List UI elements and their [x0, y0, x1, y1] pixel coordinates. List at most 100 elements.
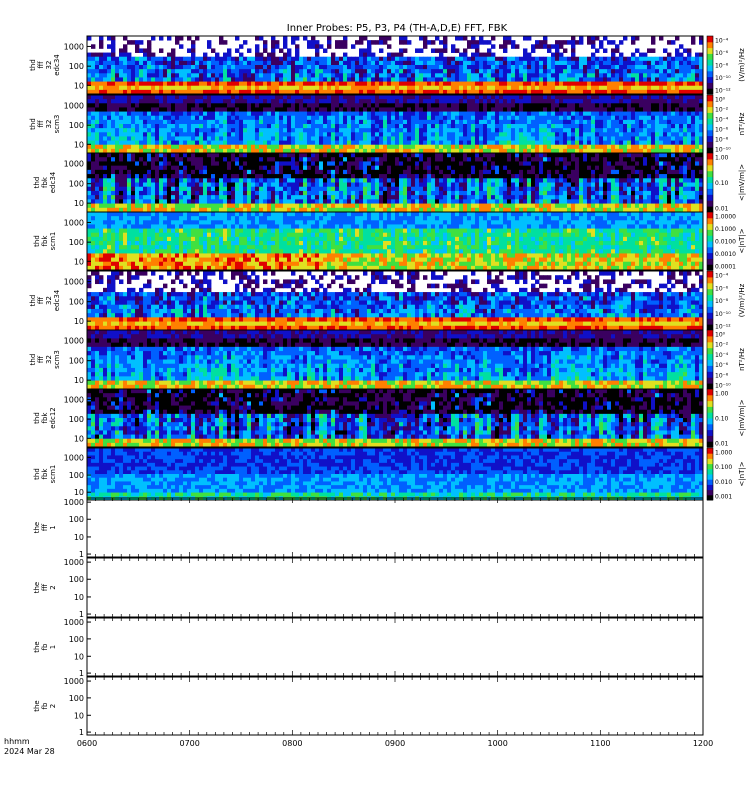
- x-tick-label: 1000: [487, 739, 507, 748]
- panel-ylabel-line: the: [33, 582, 41, 594]
- panel-ylabel-line: thd: [29, 295, 37, 307]
- panel-11-frame: [87, 618, 703, 676]
- colorbar-label: <|nT|>: [738, 228, 746, 253]
- panel-ylabel-line: fb: [41, 702, 49, 709]
- colorbar-tick-label: 1.00: [715, 391, 729, 398]
- panel-ylabel-line: thd: [29, 59, 37, 71]
- panel-ylabel-line: scm1: [49, 465, 57, 484]
- panel-9-ytick-label: 100: [69, 515, 84, 524]
- panel-ylabel-line: the: [33, 522, 41, 534]
- date-label: 2024 Mar 28: [4, 747, 55, 756]
- colorbar-tick-label: 1.000: [715, 450, 732, 457]
- panel-8-ytick-label: 10: [74, 488, 84, 497]
- panel-12-ytick-label: 1: [79, 728, 84, 737]
- panel-ylabel-line: fff: [41, 583, 49, 591]
- panel-6-heatmap: [87, 330, 703, 389]
- panel-12-ytick-label: 100: [69, 694, 84, 703]
- panel-5-ytick-label: 10: [74, 317, 84, 326]
- panel-3-ytick-label: 100: [69, 180, 84, 189]
- panel-ylabel-line: fbk: [41, 235, 49, 247]
- colorbar-tick-label: 1.0000: [715, 214, 736, 221]
- colorbar-tick-label: 0.10: [715, 180, 729, 187]
- panel-ylabel-line: scm1: [49, 232, 57, 251]
- colorbar-tick-label: 10⁻¹²: [715, 88, 731, 95]
- panel-ylabel-line: 2: [49, 704, 57, 708]
- panel-ylabel-line: 2: [49, 585, 57, 589]
- panel-7-ytick-label: 100: [69, 415, 84, 424]
- panel-11-ytick-label: 10: [74, 652, 84, 661]
- colorbar-tick-label: 10⁻⁶: [715, 362, 729, 369]
- panel-3-colorbar: 1.000.100.01<|mV/m|>: [707, 153, 746, 213]
- panel-ylabel-line: fff: [41, 523, 49, 531]
- colorbar-tick-label: 10⁻⁴: [715, 352, 729, 359]
- panel-11-ytick-label: 1000: [64, 618, 84, 627]
- panel-ylabel-line: thd: [33, 468, 41, 480]
- panel-9-ytick-label: 1000: [64, 498, 84, 507]
- panel-8-ytick-label: 100: [69, 471, 84, 480]
- panel-ylabel-line: fff: [37, 355, 45, 363]
- panel-ylabel-line: the: [33, 641, 41, 653]
- panel-12-frame: [87, 677, 703, 735]
- panel-ylabel-line: fff: [37, 296, 45, 304]
- colorbar-tick-label: 10⁻⁶: [715, 127, 729, 134]
- colorbar-tick-label: 0.100: [715, 464, 732, 471]
- colorbar-tick-label: 10⁻²: [715, 342, 729, 349]
- panel-ylabel-line: fff: [37, 120, 45, 128]
- panel-9-frame: [87, 498, 703, 557]
- panel-4-ytick-label: 100: [69, 238, 84, 247]
- colorbar-tick-label: 10⁻¹⁰: [715, 311, 731, 318]
- colorbar-label: nT²/Hz: [738, 112, 746, 135]
- colorbar-label: nT²/Hz: [738, 348, 746, 371]
- panel-6-ytick-label: 100: [69, 357, 84, 366]
- panel-4-ytick-label: 10: [74, 257, 84, 266]
- colorbar-tick-label: 10⁻⁴: [715, 38, 729, 45]
- x-tick-label: 0700: [179, 739, 199, 748]
- panel-ylabel-line: edc34: [49, 171, 57, 193]
- panel-ylabel-line: thd: [33, 235, 41, 247]
- colorbar-tick-label: 10⁻⁸: [715, 298, 729, 305]
- panel-12-ytick-label: 1000: [64, 677, 84, 686]
- colorbar-label: (V/m)²/Hz: [738, 48, 746, 82]
- panel-3-ytick-label: 10: [74, 199, 84, 208]
- panel-7-ytick-label: 10: [74, 434, 84, 443]
- panel-7-ytick-label: 1000: [64, 395, 84, 404]
- panel-7-heatmap: [87, 389, 703, 447]
- panel-1-heatmap: [87, 36, 703, 94]
- panel-ylabel-line: fbk: [41, 468, 49, 480]
- panel-8-ytick-label: 1000: [64, 453, 84, 462]
- panel-8-colorbar: 1.0000.1000.0100.001<|nT|>: [707, 448, 746, 501]
- panel-6-ytick-label: 10: [74, 376, 84, 385]
- colorbar-tick-label: 0.0100: [715, 239, 736, 246]
- figure-title: Inner Probes: P5, P3, P4 (TH-A,D,E) FFT,…: [287, 23, 508, 34]
- colorbar-tick-label: 0.0010: [715, 251, 736, 258]
- panel-ylabel-line: scm3: [53, 350, 61, 369]
- panel-5-ytick-label: 100: [69, 298, 84, 307]
- colorbar-label: <|mV/m|>: [738, 164, 746, 201]
- colorbar-tick-label: 0.01: [715, 441, 729, 448]
- panel-10-ytick-label: 10: [74, 593, 84, 602]
- panel-ylabel-line: 1: [49, 645, 57, 649]
- colorbar-tick-label: 0.01: [715, 206, 729, 213]
- panel-ylabel-line: 32: [45, 61, 53, 70]
- colorbar-tick-label: 10⁻⁸: [715, 63, 729, 70]
- time-label: hhmm: [4, 737, 30, 746]
- x-tick-label: 0600: [77, 739, 97, 748]
